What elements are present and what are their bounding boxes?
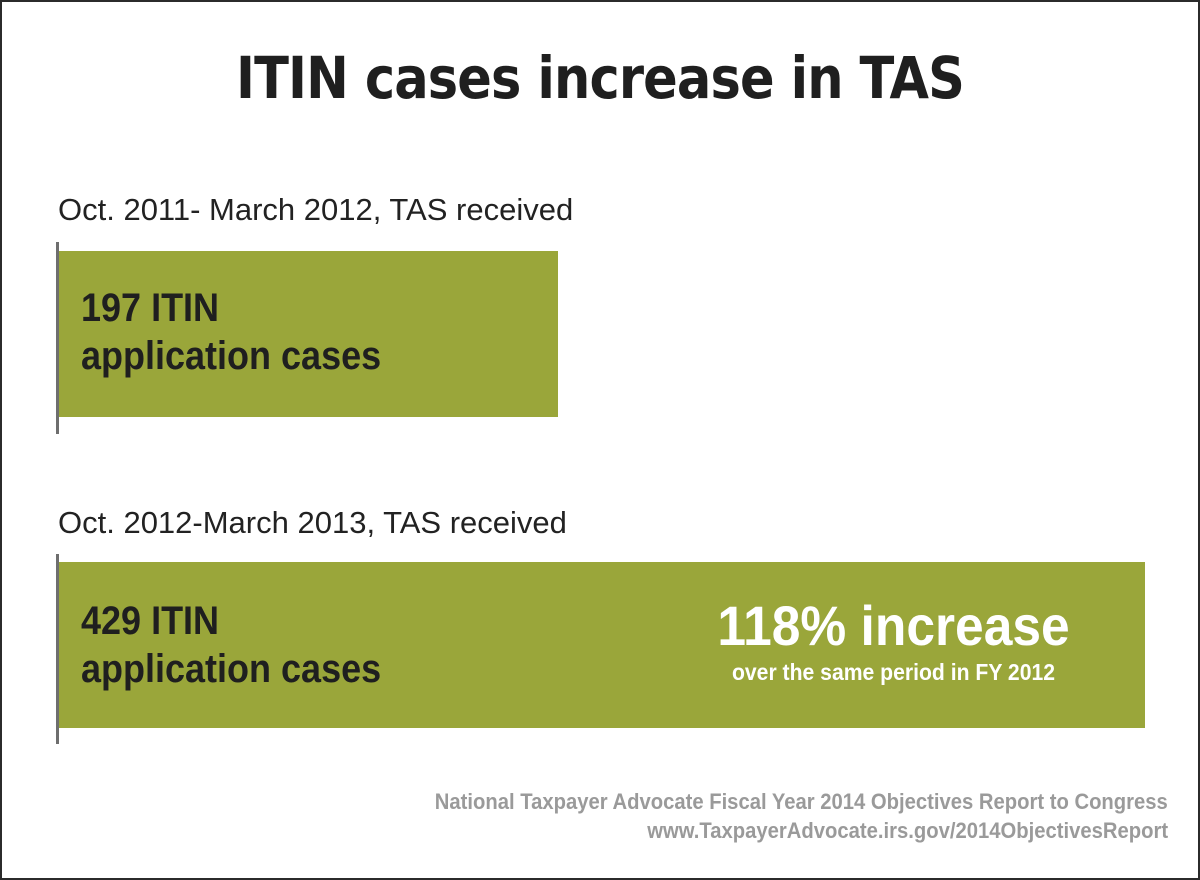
increase-headline: 118% increase [717, 594, 1070, 657]
bar-2-label-line-2: application cases [81, 647, 382, 691]
bar-baseline-2 [56, 554, 59, 744]
bar-1-label: 197 ITIN application cases [81, 284, 381, 380]
category-label-1: Oct. 2011- March 2012, TAS received [58, 192, 574, 227]
bar-1-label-line-2: application cases [81, 334, 382, 378]
increase-annotation: 118% increase over the same period in FY… [702, 595, 1085, 687]
bar-2-label: 429 ITIN application cases [81, 597, 381, 693]
source-citation: National Taxpayer Advocate Fiscal Year 2… [434, 789, 1168, 814]
chart-title: ITIN cases increase in TAS [235, 44, 965, 112]
increase-detail: over the same period in FY 2012 [731, 659, 1056, 685]
bar-1-label-line-1: 197 ITIN [81, 286, 220, 330]
bar-2: 429 ITIN application cases 118% increase… [59, 562, 1145, 728]
bar-2-label-line-1: 429 ITIN [81, 599, 220, 643]
source-url: www.TaxpayerAdvocate.irs.gov/2014Objecti… [647, 818, 1168, 843]
bar-baseline-1 [56, 242, 59, 434]
category-label-2: Oct. 2012-March 2013, TAS received [58, 505, 567, 540]
bar-1: 197 ITIN application cases [59, 251, 558, 417]
